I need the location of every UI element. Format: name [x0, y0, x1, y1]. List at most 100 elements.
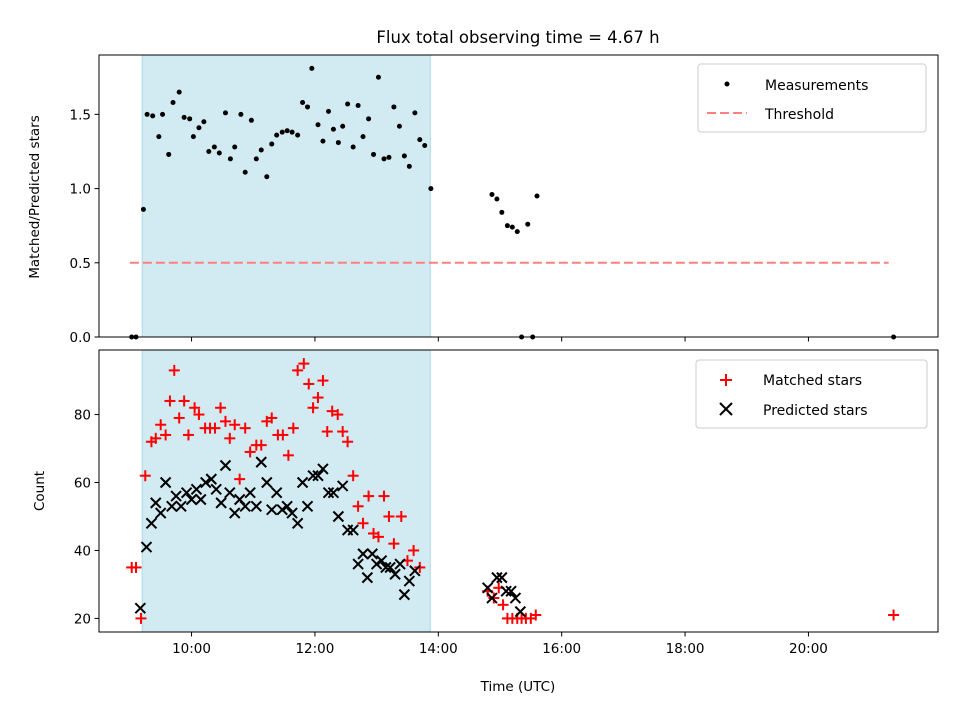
matched-point-36 [307, 402, 319, 414]
matched-point-38 [317, 375, 329, 387]
matched-point-21 [229, 419, 241, 431]
predicted-point-40 [336, 480, 349, 492]
predicted-point-16 [215, 497, 227, 509]
measurement-point-48 [375, 74, 381, 80]
matched-point-42 [337, 426, 349, 438]
matched-point-23 [239, 422, 251, 434]
measurement-point-39 [330, 126, 336, 132]
bottom-shaded-span [141, 349, 431, 633]
matched-point-55 [408, 544, 420, 556]
predicted-point-7 [170, 490, 182, 502]
predicted-point-54 [403, 575, 416, 587]
xtick-label-2: 14:00 [419, 641, 458, 657]
predicted-point-15 [210, 483, 222, 496]
measurement-point-7 [166, 151, 172, 157]
measurement-point-11 [187, 116, 193, 122]
predicted-point-12 [195, 493, 207, 506]
predicted-point-61 [505, 585, 517, 597]
predicted-point-51 [389, 568, 401, 580]
measurement-point-26 [264, 174, 270, 180]
predicted-point-44 [357, 548, 369, 560]
predicted-point-38 [327, 486, 340, 499]
measurement-point-38 [325, 108, 331, 114]
bottom-axes-frame [98, 349, 939, 633]
measurement-point-10 [181, 114, 187, 120]
measurement-point-63 [509, 224, 515, 230]
predicted-point-34 [307, 470, 319, 482]
legend-threshold-label: Threshold [764, 107, 834, 123]
predicted-point-13 [200, 476, 212, 489]
matched-point-10 [173, 412, 185, 424]
top-ytick-label-1: 0.5 [70, 256, 91, 272]
predicted-point-30 [286, 507, 298, 519]
measurement-point-59 [489, 192, 495, 198]
measurement-point-61 [499, 209, 505, 215]
measurement-point-55 [412, 110, 418, 116]
matched-point-20 [224, 432, 236, 444]
measurement-point-47 [371, 151, 377, 157]
legend-predicted-marker [719, 402, 733, 416]
matched-point-32 [287, 422, 299, 434]
measurement-point-16 [211, 144, 217, 150]
measurement-point-8 [170, 99, 176, 105]
measurement-point-66 [525, 221, 531, 227]
matched-point-8 [164, 395, 176, 407]
measurement-point-21 [238, 111, 244, 117]
top-shaded-span [141, 54, 431, 338]
matched-point-26 [255, 439, 267, 451]
matched-point-2 [135, 612, 147, 624]
predicted-point-37 [322, 486, 335, 499]
xtick-label-5: 20:00 [789, 641, 828, 657]
predicted-point-14 [205, 473, 217, 485]
measurement-point-17 [216, 150, 222, 156]
measurement-point-37 [320, 138, 326, 144]
measurement-point-36 [315, 122, 321, 128]
matched-stars-points [126, 358, 900, 624]
matched-point-17 [209, 422, 221, 434]
measurement-point-24 [253, 156, 259, 162]
bottom-y-axis-label: Count [32, 471, 48, 511]
predicted-point-36 [317, 463, 329, 475]
measurement-point-45 [360, 134, 366, 140]
matched-point-67 [530, 609, 542, 621]
measurement-point-4 [150, 113, 156, 119]
measurement-point-13 [196, 125, 202, 131]
matched-point-41 [332, 409, 344, 421]
predicted-point-42 [347, 524, 359, 536]
predicted-point-27 [270, 486, 283, 499]
measurement-point-50 [386, 154, 392, 160]
matched-point-13 [189, 402, 201, 414]
x-axis-label: Time (UTC) [480, 679, 556, 695]
matched-point-19 [219, 415, 231, 427]
xtick-label-3: 16:00 [542, 641, 581, 657]
measurement-point-62 [504, 223, 510, 229]
measurement-point-12 [190, 134, 196, 140]
measurement-point-68 [534, 193, 540, 199]
predicted-point-62 [509, 592, 522, 604]
predicted-stars-points [134, 456, 527, 618]
xtick-label-1: 12:00 [295, 641, 334, 657]
predicted-point-24 [255, 456, 267, 468]
measurement-point-29 [279, 129, 285, 135]
measurement-point-52 [396, 123, 402, 129]
bottom-legend: Matched stars Predicted stars [695, 359, 928, 429]
bottom-y-ticks: 20 40 60 80 [74, 408, 99, 627]
predicted-point-1 [140, 541, 153, 553]
matched-point-11 [178, 395, 190, 407]
measurement-point-34 [305, 104, 311, 110]
predicted-point-49 [380, 561, 392, 574]
measurement-point-56 [417, 137, 423, 143]
predicted-point-63 [514, 605, 527, 618]
matched-point-43 [342, 436, 354, 448]
legend-predicted-label: Predicted stars [763, 403, 868, 419]
top-ytick-label-0: 0.0 [70, 330, 91, 346]
measurement-point-53 [401, 153, 407, 159]
matched-point-53 [395, 510, 407, 522]
matched-point-14 [193, 409, 205, 421]
measurement-point-42 [345, 101, 351, 107]
predicted-point-21 [239, 500, 251, 512]
measurement-point-19 [227, 156, 233, 162]
top-legend-frame [697, 63, 927, 133]
predicted-point-29 [281, 500, 293, 512]
